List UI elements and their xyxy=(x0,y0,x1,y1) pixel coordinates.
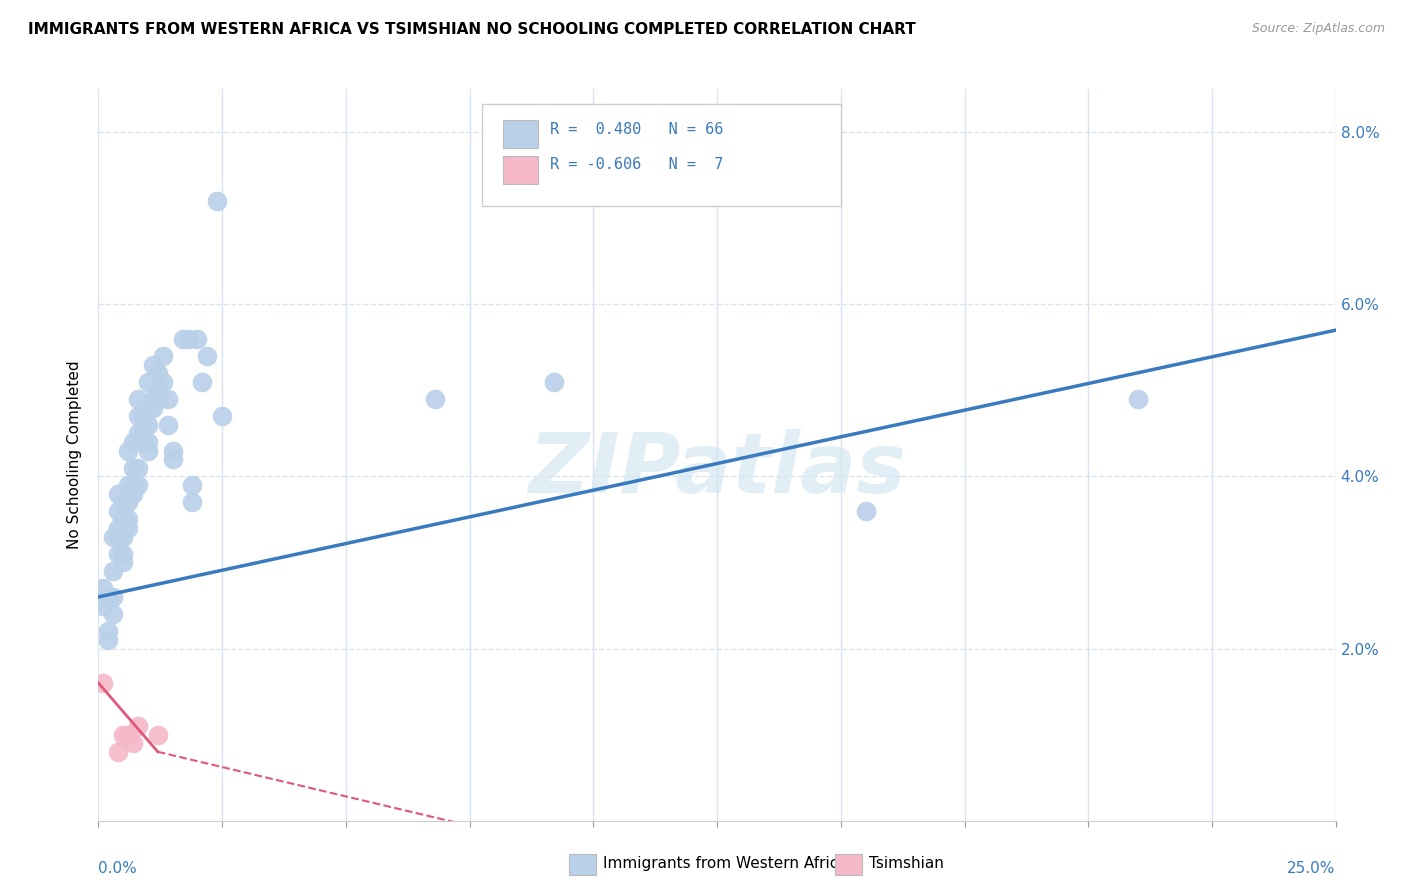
Y-axis label: No Schooling Completed: No Schooling Completed xyxy=(67,360,83,549)
Point xyxy=(142,358,165,372)
Point xyxy=(152,375,174,389)
Point xyxy=(543,375,565,389)
Point xyxy=(127,460,149,475)
Point xyxy=(93,582,115,596)
Point xyxy=(103,564,125,578)
Point xyxy=(132,426,155,441)
Point xyxy=(93,599,115,613)
Point xyxy=(172,332,194,346)
Point xyxy=(122,435,145,450)
Point xyxy=(107,547,129,561)
Point xyxy=(112,728,135,742)
Point xyxy=(211,409,233,424)
Point xyxy=(205,194,228,208)
Point xyxy=(107,521,129,535)
Point xyxy=(156,417,179,432)
Text: Source: ZipAtlas.com: Source: ZipAtlas.com xyxy=(1251,22,1385,36)
Point xyxy=(122,460,145,475)
Point xyxy=(122,486,145,500)
Point xyxy=(117,521,139,535)
Point xyxy=(191,375,214,389)
Point xyxy=(117,478,139,492)
Point xyxy=(103,530,125,544)
Point xyxy=(112,556,135,570)
Point xyxy=(107,745,129,759)
Point xyxy=(112,495,135,509)
Point xyxy=(117,443,139,458)
Point xyxy=(93,676,115,690)
Text: ZIPatlas: ZIPatlas xyxy=(529,429,905,510)
Point xyxy=(146,384,169,398)
Point xyxy=(423,392,446,406)
Point xyxy=(122,478,145,492)
Point xyxy=(112,512,135,526)
Point xyxy=(132,435,155,450)
Point xyxy=(112,547,135,561)
Point xyxy=(136,375,159,389)
Point xyxy=(156,392,179,406)
Point xyxy=(162,443,184,458)
Point xyxy=(855,504,877,518)
Point xyxy=(127,426,149,441)
Point xyxy=(146,366,169,380)
Text: Immigrants from Western Africa: Immigrants from Western Africa xyxy=(603,855,848,871)
Point xyxy=(176,332,198,346)
Point xyxy=(146,392,169,406)
Text: R = -0.606   N =  7: R = -0.606 N = 7 xyxy=(550,157,724,172)
Bar xyxy=(568,854,596,876)
Text: 0.0%: 0.0% xyxy=(98,861,138,876)
Point xyxy=(117,512,139,526)
Point xyxy=(181,478,204,492)
Point xyxy=(122,736,145,750)
Bar xyxy=(835,854,862,876)
Point xyxy=(136,443,159,458)
Point xyxy=(117,495,139,509)
Point xyxy=(132,409,155,424)
Point xyxy=(152,349,174,363)
Point xyxy=(142,401,165,415)
Point xyxy=(136,435,159,450)
Point xyxy=(127,392,149,406)
Point xyxy=(136,417,159,432)
Point xyxy=(97,590,120,604)
Point xyxy=(127,719,149,733)
Point xyxy=(112,521,135,535)
Bar xyxy=(503,156,537,185)
Point xyxy=(103,607,125,621)
Point xyxy=(142,392,165,406)
Point xyxy=(97,632,120,647)
Point xyxy=(186,332,208,346)
Point xyxy=(107,504,129,518)
Point xyxy=(97,624,120,639)
Point xyxy=(107,530,129,544)
Text: R =  0.480   N = 66: R = 0.480 N = 66 xyxy=(550,122,724,137)
Text: Tsimshian: Tsimshian xyxy=(869,855,943,871)
Point xyxy=(103,590,125,604)
Bar xyxy=(503,120,537,148)
Point xyxy=(195,349,218,363)
Point xyxy=(107,486,129,500)
Point xyxy=(181,495,204,509)
Point xyxy=(1126,392,1149,406)
Point xyxy=(127,409,149,424)
Point xyxy=(112,530,135,544)
FancyBboxPatch shape xyxy=(482,103,841,206)
Point xyxy=(146,728,169,742)
Text: IMMIGRANTS FROM WESTERN AFRICA VS TSIMSHIAN NO SCHOOLING COMPLETED CORRELATION C: IMMIGRANTS FROM WESTERN AFRICA VS TSIMSH… xyxy=(28,22,915,37)
Text: 25.0%: 25.0% xyxy=(1288,861,1336,876)
Point xyxy=(162,452,184,467)
Point xyxy=(127,478,149,492)
Point xyxy=(117,728,139,742)
